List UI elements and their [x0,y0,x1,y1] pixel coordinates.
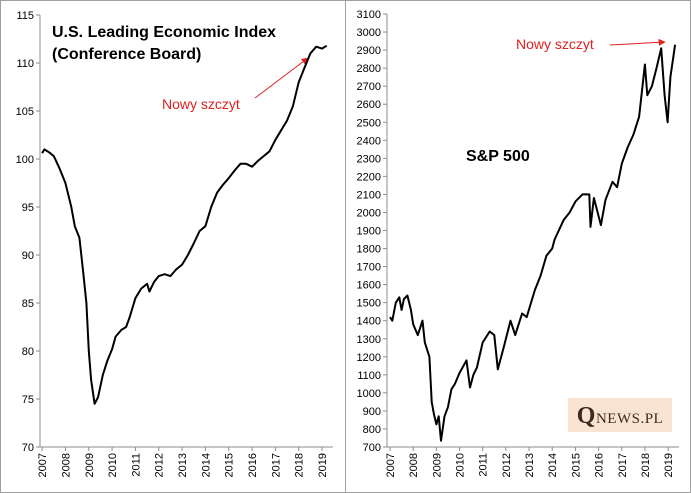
y-tick-label: 70 [22,442,34,454]
x-tick-label: 2012 [501,453,513,477]
x-tick-label: 2011 [478,453,490,477]
x-tick-label: 2008 [60,453,72,477]
y-tick-label: 2900 [357,45,381,57]
y-tick-label: 90 [22,250,34,262]
x-tick-label: 2013 [524,453,536,477]
y-tick-label: 95 [22,202,34,214]
y-tick-label: 2600 [357,99,381,111]
y-tick-label: 2400 [357,135,381,147]
x-tick-label: 2008 [408,453,420,477]
x-tick-label: 2007 [37,453,49,477]
y-tick-label: 1500 [357,298,381,310]
x-tick-label: 2017 [270,453,282,477]
y-tick-label: 80 [22,346,34,358]
y-tick-label: 2800 [357,63,381,75]
annotation: Nowy szczyt [516,36,594,52]
x-tick-label: 2019 [663,453,675,477]
y-tick-label: 2300 [357,153,381,165]
x-tick-label: 2018 [640,453,652,477]
y-tick-label: 2700 [357,81,381,93]
x-tick-label: 2016 [247,453,259,477]
x-tick-label: 2015 [224,453,236,477]
chart-title: S&P 500 [466,148,530,165]
line-series [41,44,328,405]
y-tick-label: 115 [16,10,34,22]
x-tick-label: 2010 [107,453,119,477]
y-tick-label: 900 [363,406,381,418]
x-tick-label: 2014 [547,453,559,477]
y-tick-label: 2500 [357,117,381,129]
y-tick-label: 1600 [357,280,381,292]
x-tick-label: 2014 [200,453,212,477]
y-tick-label: 1700 [357,262,381,274]
x-tick-label: 2019 [317,453,329,477]
y-tick-label: 75 [22,394,34,406]
x-tick-label: 2011 [130,453,142,477]
x-tick-label: 2007 [385,453,397,477]
y-tick-label: 2200 [357,171,381,183]
y-tick-label: 100 [16,154,34,166]
x-tick-label: 2015 [570,453,582,477]
y-tick-label: 105 [16,106,34,118]
y-tick-label: 1900 [357,226,381,238]
y-tick-label: 3000 [357,27,381,39]
watermark: QNEWS.PL [568,398,672,432]
y-tick-label: 1200 [357,352,381,364]
chart-subtitle: (Conference Board) [52,46,201,63]
x-tick-label: 2016 [594,453,606,477]
y-tick-label: 700 [363,442,381,454]
x-tick-label: 2012 [154,453,166,477]
annotation: Nowy szczyt [162,96,240,112]
y-tick-label: 800 [363,424,381,436]
x-tick-label: 2010 [455,453,467,477]
x-tick-label: 2018 [294,453,306,477]
y-tick-label: 1800 [357,244,381,256]
y-tick-label: 110 [16,58,34,70]
y-tick-label: 1300 [357,334,381,346]
y-tick-label: 3100 [357,9,381,21]
x-tick-label: 2009 [431,453,443,477]
y-tick-label: 1400 [357,316,381,328]
x-tick-label: 2017 [617,453,629,477]
chart-title: U.S. Leading Economic Index [52,24,276,41]
line-series [389,44,677,442]
arrow [254,57,309,99]
y-tick-label: 2100 [357,189,381,201]
y-tick-label: 2000 [357,207,381,219]
x-tick-label: 2013 [177,453,189,477]
y-tick-label: 1100 [357,370,381,382]
arrow [609,38,666,46]
y-tick-label: 1000 [357,388,381,400]
y-tick-label: 85 [22,298,34,310]
x-tick-label: 2009 [84,453,96,477]
